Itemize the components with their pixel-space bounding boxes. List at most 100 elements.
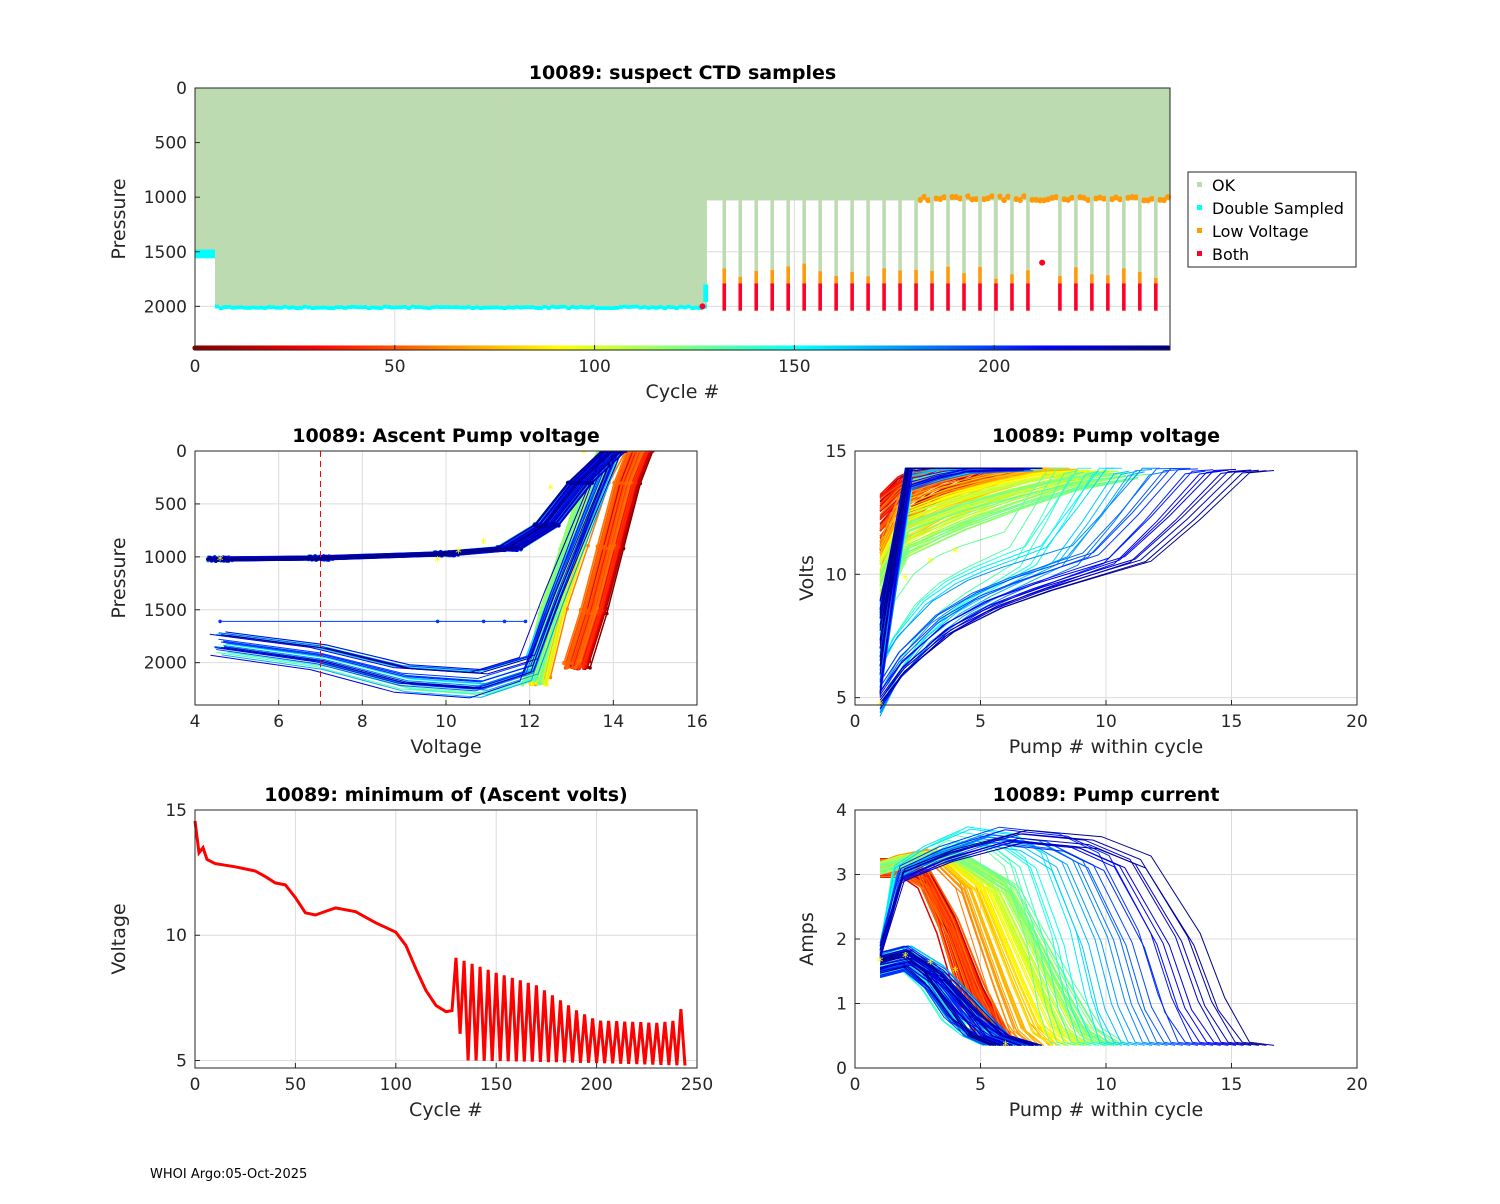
ok-bar <box>782 88 787 201</box>
double-sampled-mark <box>690 306 695 311</box>
ok-bar <box>290 88 296 307</box>
ok-bar <box>526 88 532 307</box>
ok-bar <box>938 88 943 201</box>
double-sampled-mark <box>338 305 344 310</box>
double-sampled-mark <box>310 306 316 311</box>
double-sampled-mark <box>538 306 544 310</box>
min-voltage-line <box>193 820 687 1066</box>
ok-bar <box>322 88 328 307</box>
low-voltage-mark <box>1069 194 1076 201</box>
both-mark <box>1039 259 1046 266</box>
ok-bar <box>846 88 851 201</box>
ascent-curves: * * * * * * <box>206 451 655 699</box>
ok-bar <box>462 88 468 307</box>
double-sampled-mark <box>422 305 428 310</box>
low-voltage-mark <box>914 269 918 284</box>
ok-bar <box>438 88 444 307</box>
x-tick-label: 20 <box>1346 1075 1368 1095</box>
ok-bar <box>514 88 520 307</box>
minvolts-marks <box>193 820 687 1066</box>
ok-bar <box>818 197 822 272</box>
y-tick-label: 0 <box>176 79 187 99</box>
series-line <box>879 838 1191 1046</box>
ok-bar <box>610 88 616 307</box>
ok-bar <box>786 88 791 201</box>
x-tick-label: 6 <box>273 712 284 732</box>
double-sampled-mark <box>510 305 516 310</box>
ok-bar <box>990 88 995 201</box>
low-voltage-mark <box>1090 274 1094 284</box>
series-line <box>879 469 1025 694</box>
series-line <box>879 467 1122 670</box>
ok-bar <box>1058 197 1062 276</box>
series-line <box>879 467 1092 667</box>
double-sampled-mark <box>470 306 476 311</box>
double-sampled-mark <box>342 306 348 310</box>
y-tick-label: 1 <box>836 995 847 1015</box>
ok-bar <box>1126 88 1131 201</box>
ok-bar <box>738 197 743 277</box>
low-voltage-mark <box>1017 196 1024 203</box>
x-tick-label: 16 <box>686 712 708 732</box>
ok-bar <box>914 197 918 270</box>
ok-bar <box>470 88 476 307</box>
ok-bar <box>834 197 838 276</box>
double-sampled-mark <box>270 305 276 310</box>
double-sampled-mark <box>634 304 640 309</box>
double-sampled-mark <box>626 305 632 309</box>
double-sampled-mark <box>266 305 272 309</box>
sample-dot <box>562 661 566 666</box>
double-sampled-mark <box>662 306 668 310</box>
sample-dot <box>542 680 547 685</box>
ok-bar <box>206 88 212 252</box>
both-mark <box>866 283 870 311</box>
double-sampled-mark <box>414 305 420 310</box>
ok-bar <box>662 88 668 307</box>
ok-bar <box>1030 88 1035 201</box>
double-sampled-mark <box>366 306 372 311</box>
star-marker: * <box>434 555 441 570</box>
ok-bar <box>1050 88 1055 201</box>
ok-bar <box>254 88 260 307</box>
y-tick-label: 5 <box>836 689 847 709</box>
ok-bar <box>562 88 568 307</box>
double-sampled-mark <box>703 284 709 302</box>
both-mark <box>1122 283 1126 311</box>
sample-dot <box>502 619 507 624</box>
ok-bar <box>474 88 480 307</box>
double-sampled-mark <box>382 304 388 309</box>
both-mark <box>818 283 822 311</box>
series-line <box>214 451 609 690</box>
ok-bar <box>974 88 979 201</box>
sample-dot <box>226 556 230 561</box>
x-axis-label: Cycle # <box>409 1099 483 1121</box>
ok-bar <box>850 88 855 201</box>
sample-dot <box>530 682 535 687</box>
double-sampled-mark <box>490 305 496 310</box>
both-mark <box>962 283 966 311</box>
ok-bar <box>338 88 344 307</box>
ok-bar <box>1026 197 1030 271</box>
ok-bar <box>1054 88 1059 201</box>
double-sampled-mark <box>630 304 636 309</box>
ok-bar <box>982 88 987 201</box>
low-voltage-mark <box>925 197 932 204</box>
ok-bar <box>410 88 416 307</box>
double-sampled-mark <box>390 305 396 310</box>
ok-bar <box>274 88 280 307</box>
double-sampled-mark <box>210 249 216 259</box>
both-mark <box>930 283 934 311</box>
double-sampled-mark <box>450 305 456 310</box>
star-marker: * <box>480 537 487 552</box>
double-sampled-mark <box>502 306 508 311</box>
double-sampled-mark <box>290 305 296 310</box>
ok-bar <box>1002 88 1007 201</box>
ok-bar <box>582 88 588 307</box>
x-tick-label: 5 <box>975 712 986 732</box>
ok-bar <box>1150 88 1155 201</box>
ok-bar <box>686 88 691 307</box>
x-axis-label: Cycle # <box>646 381 720 403</box>
ok-bar <box>486 88 492 307</box>
